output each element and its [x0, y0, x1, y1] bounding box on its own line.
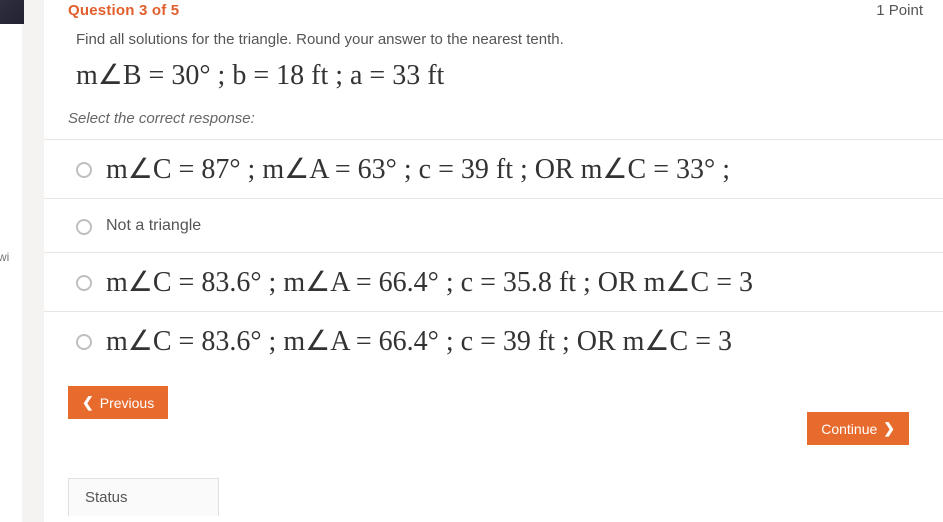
- radio-icon: [76, 162, 92, 178]
- question-panel: Question 3 of 5 1 Point Find all solutio…: [44, 0, 943, 522]
- radio-icon: [76, 219, 92, 235]
- chevron-left-icon: ❮: [82, 394, 94, 411]
- select-response-label: Select the correct response:: [44, 100, 943, 139]
- option-c[interactable]: m∠C = 83.6° ; m∠A = 66.4° ; c = 35.8 ft …: [44, 252, 943, 311]
- option-b[interactable]: Not a triangle: [44, 198, 943, 252]
- option-a-text: m∠C = 87° ; m∠A = 63° ; c = 39 ft ; OR m…: [106, 152, 730, 186]
- continue-button-label: Continue: [821, 421, 877, 437]
- option-d-text: m∠C = 83.6° ; m∠A = 66.4° ; c = 39 ft ; …: [106, 324, 732, 358]
- option-b-text: Not a triangle: [106, 217, 201, 235]
- thumbnail-image: [0, 0, 24, 24]
- button-row: ❮ Previous Continue ❯: [44, 370, 943, 445]
- previous-button[interactable]: ❮ Previous: [68, 386, 168, 419]
- option-d[interactable]: m∠C = 83.6° ; m∠A = 66.4° ; c = 39 ft ; …: [44, 311, 943, 370]
- status-tab[interactable]: Status: [68, 478, 219, 516]
- given-equation: m∠B = 30° ; b = 18 ft ; a = 33 ft: [44, 56, 943, 100]
- question-header: Question 3 of 5 1 Point: [44, 0, 943, 25]
- radio-icon: [76, 334, 92, 350]
- point-value: 1 Point: [876, 2, 923, 19]
- option-c-text: m∠C = 83.6° ; m∠A = 66.4° ; c = 35.8 ft …: [106, 265, 753, 299]
- chevron-right-icon: ❯: [883, 420, 895, 437]
- continue-button[interactable]: Continue ❯: [807, 412, 909, 445]
- question-prompt: Find all solutions for the triangle. Rou…: [44, 25, 943, 56]
- option-a[interactable]: m∠C = 87° ; m∠A = 63° ; c = 39 ft ; OR m…: [44, 139, 943, 198]
- radio-icon: [76, 275, 92, 291]
- truncated-label: wi: [0, 250, 9, 264]
- previous-button-label: Previous: [100, 395, 154, 411]
- question-number: Question 3 of 5: [68, 2, 179, 19]
